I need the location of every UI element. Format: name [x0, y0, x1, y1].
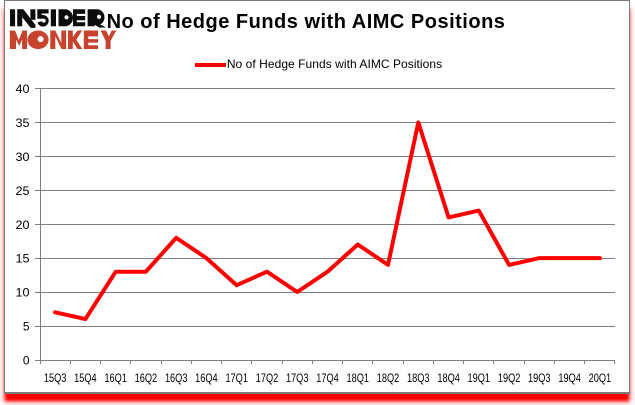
svg-text:16Q2: 16Q2 [135, 371, 158, 385]
svg-text:19Q2: 19Q2 [498, 371, 521, 385]
svg-text:19Q1: 19Q1 [468, 371, 491, 385]
svg-text:20: 20 [16, 218, 30, 232]
svg-text:40: 40 [16, 82, 30, 96]
svg-text:16Q4: 16Q4 [195, 371, 218, 385]
svg-text:35: 35 [16, 116, 30, 130]
svg-text:5: 5 [23, 320, 30, 334]
svg-text:15: 15 [16, 252, 30, 266]
svg-text:20Q1: 20Q1 [589, 371, 612, 385]
svg-text:16Q1: 16Q1 [104, 371, 127, 385]
svg-text:25: 25 [16, 184, 30, 198]
svg-text:15Q4: 15Q4 [74, 371, 97, 385]
svg-text:17Q2: 17Q2 [256, 371, 279, 385]
svg-text:18Q3: 18Q3 [407, 371, 430, 385]
svg-text:15Q3: 15Q3 [44, 371, 67, 385]
svg-text:18Q2: 18Q2 [377, 371, 400, 385]
svg-text:17Q3: 17Q3 [286, 371, 309, 385]
svg-text:17Q4: 17Q4 [316, 371, 339, 385]
svg-text:0: 0 [23, 353, 30, 367]
svg-text:19Q3: 19Q3 [528, 371, 551, 385]
svg-text:10: 10 [16, 286, 30, 300]
svg-text:16Q3: 16Q3 [165, 371, 188, 385]
svg-text:19Q4: 19Q4 [558, 371, 581, 385]
svg-text:18Q4: 18Q4 [437, 371, 460, 385]
svg-text:18Q1: 18Q1 [347, 371, 370, 385]
svg-text:30: 30 [16, 150, 30, 164]
svg-text:17Q1: 17Q1 [225, 371, 248, 385]
